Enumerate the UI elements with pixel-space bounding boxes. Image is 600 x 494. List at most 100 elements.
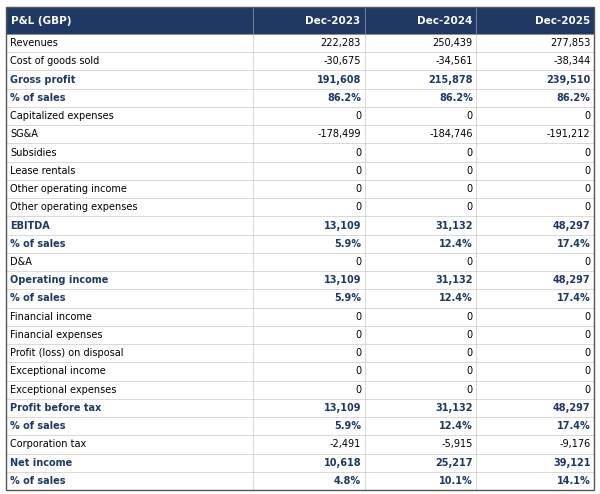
Text: 0: 0 <box>584 385 590 395</box>
Text: 0: 0 <box>355 148 361 158</box>
Bar <box>6 271 594 289</box>
Text: Exceptional expenses: Exceptional expenses <box>10 385 116 395</box>
Text: 215,878: 215,878 <box>428 75 473 84</box>
Text: 0: 0 <box>355 202 361 212</box>
Bar <box>6 399 594 417</box>
Text: % of sales: % of sales <box>10 239 66 249</box>
Text: % of sales: % of sales <box>10 293 66 303</box>
Text: 191,608: 191,608 <box>317 75 361 84</box>
Text: 25,217: 25,217 <box>436 457 473 468</box>
Text: 10.1%: 10.1% <box>439 476 473 486</box>
Text: -30,675: -30,675 <box>323 56 361 66</box>
Text: -178,499: -178,499 <box>317 129 361 139</box>
Text: SG&A: SG&A <box>10 129 38 139</box>
Text: 5.9%: 5.9% <box>334 293 361 303</box>
Text: Net income: Net income <box>10 457 73 468</box>
Text: Other operating income: Other operating income <box>10 184 127 194</box>
Text: Exceptional income: Exceptional income <box>10 367 106 376</box>
Text: 250,439: 250,439 <box>433 38 473 48</box>
Text: 0: 0 <box>584 184 590 194</box>
Text: Lease rentals: Lease rentals <box>10 166 76 176</box>
Text: 0: 0 <box>355 348 361 358</box>
Text: 4.8%: 4.8% <box>334 476 361 486</box>
Text: -191,212: -191,212 <box>547 129 590 139</box>
Text: 12.4%: 12.4% <box>439 293 473 303</box>
Text: 17.4%: 17.4% <box>557 421 590 431</box>
Bar <box>6 216 594 235</box>
Text: EBITDA: EBITDA <box>10 220 50 231</box>
Text: 31,132: 31,132 <box>436 220 473 231</box>
Text: 48,297: 48,297 <box>553 220 590 231</box>
Text: 222,283: 222,283 <box>321 38 361 48</box>
Bar <box>6 125 594 143</box>
Text: 48,297: 48,297 <box>553 403 590 413</box>
Text: -2,491: -2,491 <box>330 440 361 450</box>
Text: 0: 0 <box>467 312 473 322</box>
Bar <box>6 417 594 435</box>
Text: 17.4%: 17.4% <box>557 293 590 303</box>
Bar <box>6 380 594 399</box>
Text: 0: 0 <box>584 348 590 358</box>
Bar <box>6 308 594 326</box>
Text: Dec-2024: Dec-2024 <box>417 16 472 26</box>
Text: Financial income: Financial income <box>10 312 92 322</box>
Text: 10,618: 10,618 <box>323 457 361 468</box>
Bar <box>6 326 594 344</box>
Text: 0: 0 <box>584 257 590 267</box>
Text: 0: 0 <box>584 367 590 376</box>
Text: 0: 0 <box>467 111 473 121</box>
Text: 0: 0 <box>355 257 361 267</box>
Text: 86.2%: 86.2% <box>557 93 590 103</box>
Bar <box>6 344 594 362</box>
Text: 86.2%: 86.2% <box>439 93 473 103</box>
Text: 0: 0 <box>467 330 473 340</box>
Text: 0: 0 <box>355 367 361 376</box>
Bar <box>6 89 594 107</box>
Text: -5,915: -5,915 <box>442 440 473 450</box>
Text: Dec-2025: Dec-2025 <box>535 16 590 26</box>
Text: 0: 0 <box>467 348 473 358</box>
Bar <box>6 7 594 34</box>
Text: 13,109: 13,109 <box>323 220 361 231</box>
Text: 0: 0 <box>467 257 473 267</box>
Text: 0: 0 <box>467 202 473 212</box>
Text: 14.1%: 14.1% <box>557 476 590 486</box>
Text: 0: 0 <box>355 111 361 121</box>
Text: Capitalized expenses: Capitalized expenses <box>10 111 114 121</box>
Text: 13,109: 13,109 <box>323 403 361 413</box>
Text: 0: 0 <box>355 166 361 176</box>
Text: 5.9%: 5.9% <box>334 239 361 249</box>
Text: Cost of goods sold: Cost of goods sold <box>10 56 100 66</box>
Bar <box>6 143 594 162</box>
Text: D&A: D&A <box>10 257 32 267</box>
Text: % of sales: % of sales <box>10 476 66 486</box>
Bar <box>6 253 594 271</box>
Text: 239,510: 239,510 <box>546 75 590 84</box>
Text: -38,344: -38,344 <box>553 56 590 66</box>
Text: 48,297: 48,297 <box>553 275 590 285</box>
Bar <box>6 107 594 125</box>
Text: 0: 0 <box>584 111 590 121</box>
Text: 0: 0 <box>355 330 361 340</box>
Text: Revenues: Revenues <box>10 38 58 48</box>
Text: Subsidies: Subsidies <box>10 148 57 158</box>
Text: 0: 0 <box>355 385 361 395</box>
Text: -9,176: -9,176 <box>559 440 590 450</box>
Text: % of sales: % of sales <box>10 421 66 431</box>
Text: % of sales: % of sales <box>10 93 66 103</box>
Text: Corporation tax: Corporation tax <box>10 440 86 450</box>
Text: 0: 0 <box>467 184 473 194</box>
Bar <box>6 52 594 71</box>
Bar <box>6 162 594 180</box>
Text: 0: 0 <box>467 148 473 158</box>
Bar <box>6 34 594 52</box>
Text: 31,132: 31,132 <box>436 403 473 413</box>
Bar <box>6 71 594 89</box>
Text: 0: 0 <box>584 202 590 212</box>
Text: 0: 0 <box>355 312 361 322</box>
Text: 13,109: 13,109 <box>323 275 361 285</box>
Bar <box>6 472 594 490</box>
Bar <box>6 435 594 453</box>
Text: 12.4%: 12.4% <box>439 421 473 431</box>
Text: Operating income: Operating income <box>10 275 109 285</box>
